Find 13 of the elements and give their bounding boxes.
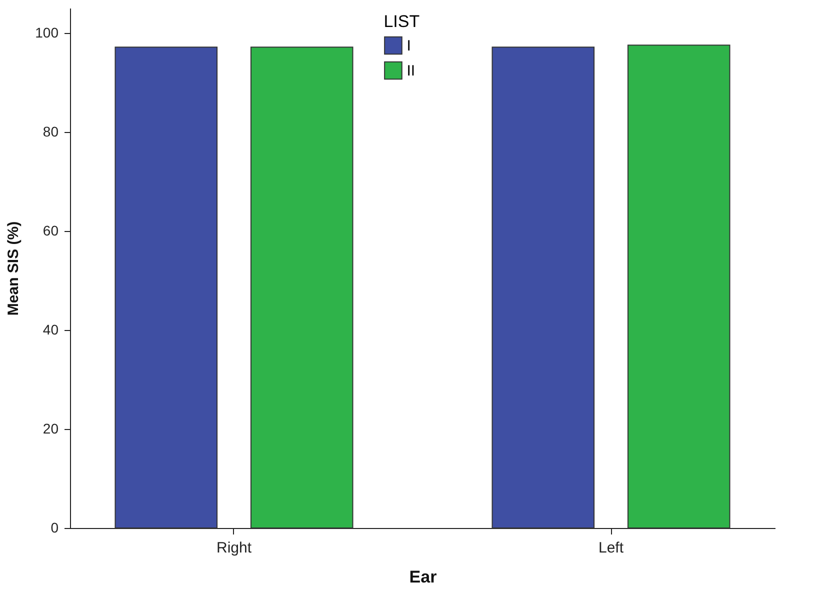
x-tick-label: Left <box>598 540 624 556</box>
y-tick-label: 100 <box>35 24 59 40</box>
x-tick-label: Right <box>216 540 252 556</box>
legend-label: I <box>406 38 411 54</box>
y-tick-label: 60 <box>42 222 59 238</box>
y-tick-label: 20 <box>42 420 59 436</box>
y-tick-label: 0 <box>50 520 59 536</box>
y-tick-label: 80 <box>42 123 59 140</box>
legend-label: II <box>406 62 416 80</box>
y-tick-label: 40 <box>42 321 59 338</box>
legend-title: LIST <box>384 12 420 31</box>
x-axis-title: Ear <box>409 568 438 586</box>
y-axis-title: Mean SIS (%) <box>5 221 22 316</box>
